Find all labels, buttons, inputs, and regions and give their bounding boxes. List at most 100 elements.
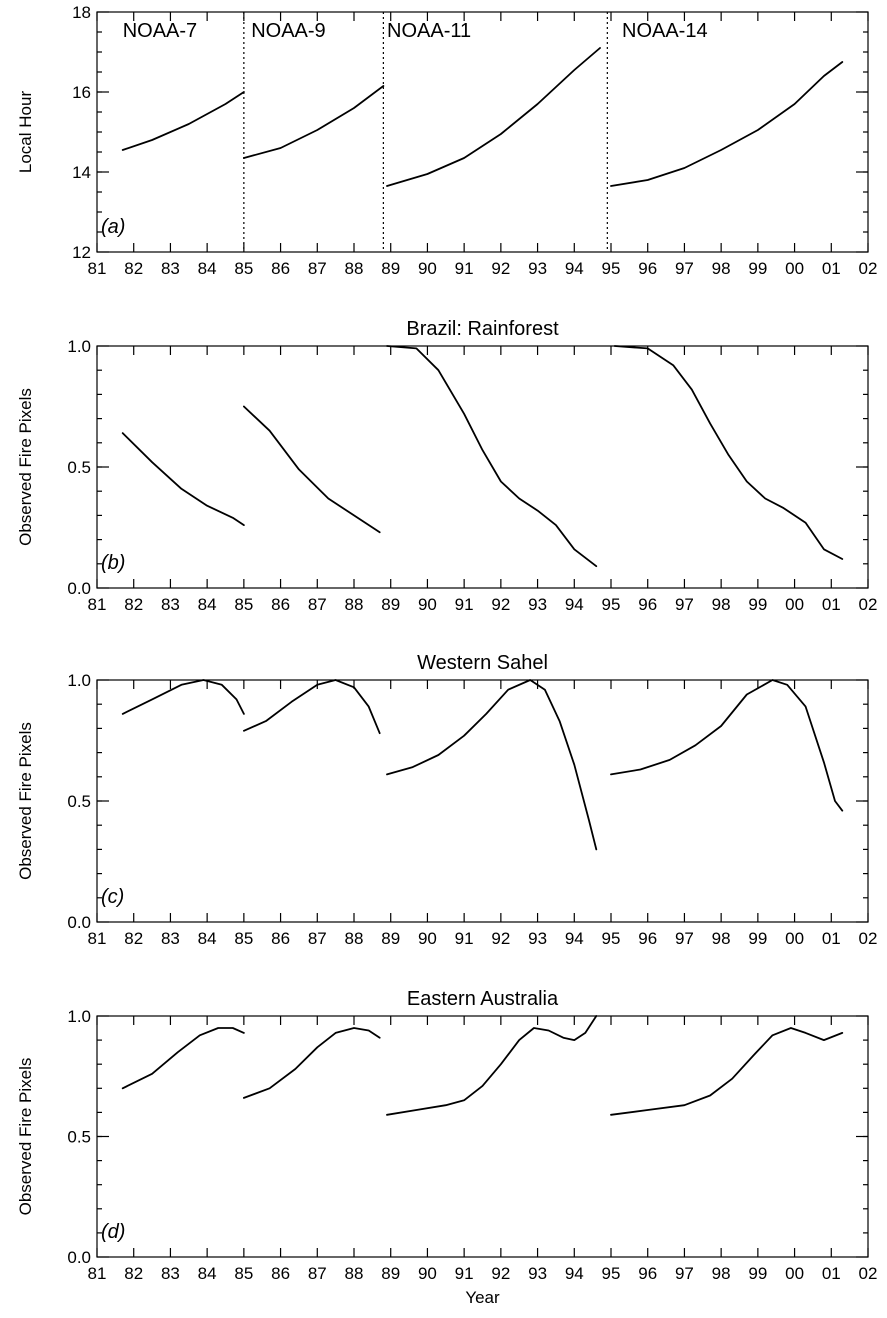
satellite-label: NOAA-14 <box>622 20 708 42</box>
x-tick-label: 91 <box>455 595 474 614</box>
y-tick-label: 0.5 <box>67 458 91 477</box>
x-tick-label: 99 <box>748 595 767 614</box>
panel-tag: (a) <box>101 216 125 238</box>
x-tick-label: 96 <box>638 1264 657 1283</box>
x-tick-label: 00 <box>785 1264 804 1283</box>
panel-3: 81 82 83 84 85 86 87 88 89 90 91 92 93 94 95 96 97 98 99 00… <box>16 652 877 948</box>
y-tick-label: 0.0 <box>67 579 91 598</box>
x-tick-label: 00 <box>785 929 804 948</box>
panel-tag: (d) <box>101 1221 125 1243</box>
x-tick-label: 85 <box>234 929 253 948</box>
y-tick-label: 0.0 <box>67 913 91 932</box>
x-tick-label: 89 <box>381 929 400 948</box>
x-tick-label: 81 <box>88 1264 107 1283</box>
y-tick-label: 0.5 <box>67 792 91 811</box>
x-tick-label: 92 <box>491 1264 510 1283</box>
x-tick-label: 94 <box>565 1264 584 1283</box>
x-tick-label: 97 <box>675 929 694 948</box>
x-tick-label: 93 <box>528 1264 547 1283</box>
x-axis-label: Year <box>465 1288 500 1307</box>
satellite-label: NOAA-9 <box>251 20 325 42</box>
panel-2: 81 82 83 84 85 86 87 88 89 90 91 92 93 94 95 96 97 98 99 00… <box>16 318 877 614</box>
x-tick-label: 96 <box>638 259 657 278</box>
x-tick-label: 95 <box>602 595 621 614</box>
x-tick-label: 90 <box>418 1264 437 1283</box>
x-tick-label: 94 <box>565 595 584 614</box>
x-tick-label: 98 <box>712 259 731 278</box>
x-tick-label: 82 <box>124 929 143 948</box>
series-segment-4 <box>610 1027 844 1116</box>
y-axis-label: Observed Fire Pixels <box>16 388 35 546</box>
x-tick-label: 81 <box>88 595 107 614</box>
x-tick-label: 00 <box>785 259 804 278</box>
x-tick-label: 81 <box>88 929 107 948</box>
y-tick-label: 18 <box>72 3 91 22</box>
panel-1: 81 82 83 84 85 86 87 88 89 90 91 92 93 94 95 96 97 98 99 00… <box>16 3 877 278</box>
x-tick-label: 83 <box>161 595 180 614</box>
x-tick-label: 95 <box>602 929 621 948</box>
series-segment-2 <box>242 679 381 735</box>
series-segment-4 <box>610 61 844 187</box>
x-tick-label: 98 <box>712 929 731 948</box>
x-tick-label: 92 <box>491 929 510 948</box>
x-tick-label: 94 <box>565 259 584 278</box>
x-tick-label: 89 <box>381 595 400 614</box>
series-segment-4 <box>613 345 844 560</box>
y-axis-label: Local Hour <box>16 91 35 174</box>
x-tick-label: 90 <box>418 259 437 278</box>
x-tick-label: 97 <box>675 259 694 278</box>
x-tick-label: 95 <box>602 1264 621 1283</box>
x-tick-label: 86 <box>271 259 290 278</box>
x-tick-label: 99 <box>748 1264 767 1283</box>
x-tick-label: 97 <box>675 595 694 614</box>
y-tick-label: 1.0 <box>67 671 91 690</box>
series-segment-3 <box>386 345 598 568</box>
x-tick-label: 96 <box>638 929 657 948</box>
x-tick-label: 85 <box>234 259 253 278</box>
panel-4: 81 82 83 84 85 86 87 88 89 90 91 92 93 94 95 96 97 98 99 00… <box>16 988 877 1307</box>
x-tick-label: 95 <box>602 259 621 278</box>
series-segment-1 <box>121 432 245 526</box>
x-tick-label: 01 <box>822 259 841 278</box>
series-segment-2 <box>242 405 381 534</box>
y-tick-label: 1.0 <box>67 1007 91 1026</box>
y-axis-label: Observed Fire Pixels <box>16 1058 35 1216</box>
x-tick-label: 93 <box>528 595 547 614</box>
x-tick-label: 02 <box>859 259 878 278</box>
x-tick-label: 84 <box>198 929 217 948</box>
satellite-label: NOAA-11 <box>387 20 471 42</box>
x-tick-label: 96 <box>638 595 657 614</box>
panel-tag: (c) <box>101 886 124 908</box>
panel-title: Brazil: Rainforest <box>406 318 559 340</box>
x-tick-label: 90 <box>418 595 437 614</box>
x-tick-label: 88 <box>345 595 364 614</box>
panel-title: Western Sahel <box>417 652 548 674</box>
series-segment-1 <box>121 1027 245 1090</box>
x-tick-label: 87 <box>308 1264 327 1283</box>
panel-tag: (b) <box>101 552 125 574</box>
x-tick-label: 81 <box>88 259 107 278</box>
y-axis-label: Observed Fire Pixels <box>16 722 35 880</box>
x-tick-label: 97 <box>675 1264 694 1283</box>
x-tick-label: 00 <box>785 595 804 614</box>
plot-frame <box>96 345 869 589</box>
x-tick-label: 87 <box>308 595 327 614</box>
x-tick-label: 83 <box>161 1264 180 1283</box>
x-tick-label: 83 <box>161 929 180 948</box>
series-segment-3 <box>386 1015 598 1116</box>
x-tick-label: 98 <box>712 1264 731 1283</box>
y-tick-label: 0.5 <box>67 1128 91 1147</box>
x-tick-label: 92 <box>491 595 510 614</box>
series-segment-1 <box>121 679 245 715</box>
x-tick-label: 90 <box>418 929 437 948</box>
x-tick-label: 89 <box>381 1264 400 1283</box>
x-tick-label: 91 <box>455 259 474 278</box>
x-tick-label: 82 <box>124 595 143 614</box>
x-tick-label: 01 <box>822 929 841 948</box>
series-segment-3 <box>386 679 598 851</box>
x-tick-label: 84 <box>198 1264 217 1283</box>
x-tick-label: 84 <box>198 259 217 278</box>
x-tick-label: 87 <box>308 259 327 278</box>
x-tick-label: 91 <box>455 1264 474 1283</box>
